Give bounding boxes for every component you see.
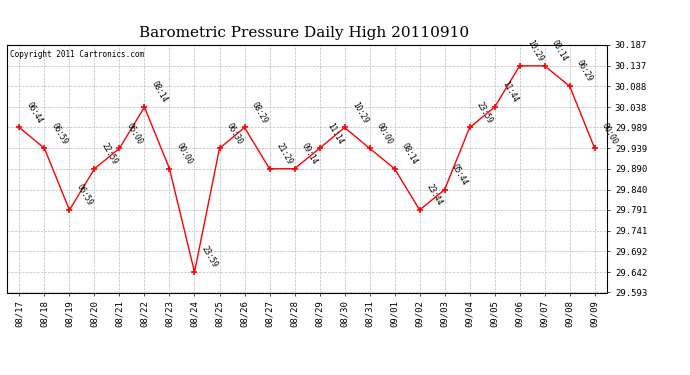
Text: 05:44: 05:44 xyxy=(450,162,469,187)
Text: 08:14: 08:14 xyxy=(400,141,420,166)
Text: 06:30: 06:30 xyxy=(225,121,244,146)
Text: 10:29: 10:29 xyxy=(350,100,369,125)
Text: 21:29: 21:29 xyxy=(275,141,295,166)
Text: 23:44: 23:44 xyxy=(425,183,444,207)
Text: 08:14: 08:14 xyxy=(150,80,169,104)
Text: 09:14: 09:14 xyxy=(300,141,319,166)
Text: 06:44: 06:44 xyxy=(25,100,44,125)
Text: 08:29: 08:29 xyxy=(250,100,269,125)
Text: 06:59: 06:59 xyxy=(50,121,69,146)
Text: 06:59: 06:59 xyxy=(75,183,95,207)
Text: 22:59: 22:59 xyxy=(100,141,119,166)
Text: 00:00: 00:00 xyxy=(375,121,395,146)
Text: 06:29: 06:29 xyxy=(575,59,595,84)
Text: 11:44: 11:44 xyxy=(500,80,520,104)
Text: 00:00: 00:00 xyxy=(600,121,620,146)
Text: 23:59: 23:59 xyxy=(475,100,495,125)
Text: 10:29: 10:29 xyxy=(525,39,544,63)
Text: 08:14: 08:14 xyxy=(550,39,569,63)
Text: Copyright 2011 Cartronics.com: Copyright 2011 Cartronics.com xyxy=(10,50,144,59)
Text: 06:00: 06:00 xyxy=(125,121,144,146)
Text: 23:59: 23:59 xyxy=(200,245,219,269)
Text: 00:00: 00:00 xyxy=(175,141,195,166)
Text: Barometric Pressure Daily High 20110910: Barometric Pressure Daily High 20110910 xyxy=(139,26,469,40)
Text: 11:14: 11:14 xyxy=(325,121,344,146)
